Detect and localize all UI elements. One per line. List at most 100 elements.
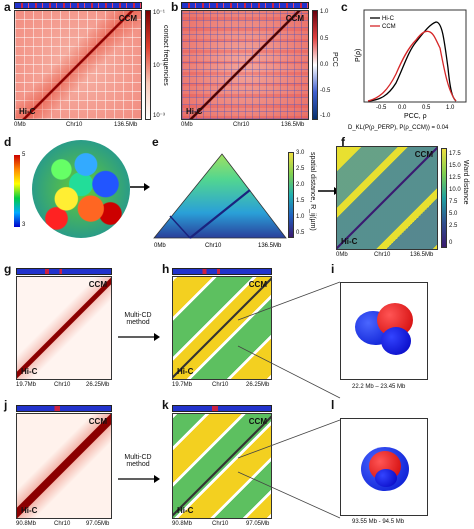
axis-h-left: 19.7Mb — [172, 382, 193, 388]
kl-formula: D_KL(P(ρ_PERP), P(ρ_CCM)) = 0.04 — [348, 125, 449, 131]
colorbar-f-tick-5: 7.5 — [449, 199, 458, 205]
axis-e-right: 136.5Mb — [258, 243, 282, 249]
arrow-d-to-e — [130, 183, 150, 191]
panel-b-label: b — [171, 0, 179, 14]
boundary-line-2 — [169, 215, 191, 239]
ccm-label-j: CCM — [88, 417, 107, 426]
xtick-c-1: -0.5 — [376, 105, 387, 111]
ccm-label-b: CCM — [285, 14, 304, 23]
panel-h-label: h — [162, 262, 170, 276]
compartment-strip-j — [16, 405, 112, 412]
chromosome-3d-model — [32, 140, 130, 238]
range-label-l: 93.55 Mb - 94.5 Mb — [352, 519, 405, 525]
distance-triangle — [153, 153, 287, 239]
panel-j-label: j — [4, 398, 8, 412]
panel-l-label: l — [331, 398, 335, 412]
panel-k-label: k — [162, 398, 169, 412]
colorbar-e-tick-4: 1.5 — [296, 198, 305, 204]
pcc-distribution-plot: Hi-C CCM -0.5 0.0 0.5 1.0 PCC, ρ P(ρ) D_… — [348, 9, 467, 131]
colorbar-e-label: spatial distance, R_ij(µm) — [309, 152, 316, 231]
axis-b-mid: Chr10 — [233, 122, 250, 128]
colorbar-f-tick-1: 17.5 — [449, 151, 461, 157]
colorbar-b-tick-1: 1.0 — [320, 9, 329, 15]
compartment-strip-b — [181, 2, 309, 9]
colorbar-b-tick-3: 0.0 — [320, 62, 329, 68]
legend-hic-label: Hi-C — [382, 16, 395, 22]
axis-a-right: 136.5Mb — [114, 122, 138, 128]
ccm-label-g: CCM — [88, 280, 107, 289]
hic-label-j: Hi-C — [21, 506, 38, 515]
axis-f-left: 0Mb — [336, 252, 348, 258]
zoom-lines-k-l — [237, 419, 341, 519]
axis-a-left: 0Mb — [14, 122, 26, 128]
heatmap-g: CCM Hi-C — [16, 276, 112, 380]
colorbar-b-label: PCC — [331, 52, 338, 67]
panel-f-label: f — [341, 135, 345, 149]
heatmap-j: CCM Hi-C — [16, 413, 112, 519]
axis-b-right: 136.5Mb — [281, 122, 305, 128]
colorbar-b — [312, 10, 318, 120]
colorbar-a-tick-2: 10⁻² — [153, 63, 165, 69]
hic-curve — [367, 21, 457, 102]
hic-label-k: Hi-C — [177, 506, 194, 515]
colorbar-e-tick-6: 0.5 — [296, 230, 305, 236]
colorbar-a-tick-3: 10⁻³ — [153, 113, 165, 119]
plot-c-frame — [363, 9, 467, 103]
colorbar-e-tick-3: 2.0 — [296, 182, 305, 188]
colorbar-f — [441, 148, 447, 248]
axis-e-mid: Chr10 — [205, 243, 222, 249]
colorbar-b-tick-5: -1.0 — [320, 113, 331, 119]
panel-e-label: e — [152, 135, 159, 149]
rainbow-scale-d — [14, 155, 20, 227]
colorbar-f-tick-7: 2.5 — [449, 223, 458, 229]
tad-heatmap-k: CCM Hi-C — [172, 413, 272, 519]
hic-label-f: Hi-C — [341, 237, 358, 246]
colorbar-b-tick-4: -0.5 — [320, 88, 331, 94]
distance-triangle-plot: 0Mb Chr10 136.5Mb — [153, 153, 287, 249]
colorbar-f-tick-2: 15.0 — [449, 163, 461, 169]
panel-d-label: d — [4, 135, 12, 149]
scale-d-top: 5 — [22, 152, 26, 158]
ccm-label-a: CCM — [118, 14, 137, 23]
ccm-label-h: CCM — [248, 280, 267, 289]
axis-g-right: 26.25Mb — [86, 382, 110, 388]
compartment-strip-a — [14, 2, 142, 9]
colorbar-e — [288, 152, 294, 238]
colorbar-e-tick-2: 2.5 — [296, 166, 305, 172]
colorbar-f-tick-8: 0 — [449, 240, 453, 246]
axis-j-right: 97.05Mb — [86, 521, 110, 527]
domain-blob-blue2-i — [381, 327, 411, 355]
ward-distance-heatmap: CCM Hi-C — [336, 146, 438, 250]
axis-h-right: 26.25Mb — [246, 382, 270, 388]
xtick-c-4: 1.0 — [446, 105, 455, 111]
colorbar-a-tick-1: 10⁻¹ — [153, 10, 165, 16]
hic-label-b: Hi-C — [186, 107, 203, 116]
range-label-i: 22.2 Mb – 23.45 Mb — [352, 384, 406, 390]
axis-h-mid: Chr10 — [212, 382, 229, 388]
tad-heatmap-h: CCM Hi-C — [172, 276, 272, 380]
ccm-label-f: CCM — [414, 150, 433, 159]
colorbar-f-tick-3: 12.5 — [449, 175, 461, 181]
panel-c-label: c — [341, 0, 348, 14]
boundary-line-1 — [189, 189, 251, 239]
hic-label-g: Hi-C — [21, 367, 38, 376]
zoom-lines-h-i — [237, 281, 341, 399]
panel-a-label: a — [4, 0, 11, 14]
panel-i-label: i — [331, 262, 335, 276]
colorbar-e-tick-1: 3.0 — [296, 150, 305, 156]
axis-e-left: 0Mb — [154, 243, 166, 249]
hic-label-h: Hi-C — [177, 367, 194, 376]
axis-j-left: 90.8Mb — [16, 521, 37, 527]
colorbar-f-label: Ward distance — [462, 160, 469, 205]
legend-ccm-label: CCM — [382, 24, 396, 30]
xlabel-c: PCC, ρ — [404, 113, 427, 120]
colorbar-b-tick-2: 0.5 — [320, 36, 329, 42]
ylabel-c: P(ρ) — [355, 49, 362, 62]
multi-cd-label-jk: Multi-CD method — [124, 454, 152, 468]
axis-a-mid: Chr10 — [66, 122, 83, 128]
axis-g-left: 19.7Mb — [16, 382, 37, 388]
scale-d-bottom: 3 — [22, 222, 26, 228]
multi-cd-label-gh: Multi-CD method — [124, 312, 152, 326]
compartment-strip-g — [16, 268, 112, 275]
ccm-label-k: CCM — [248, 417, 267, 426]
